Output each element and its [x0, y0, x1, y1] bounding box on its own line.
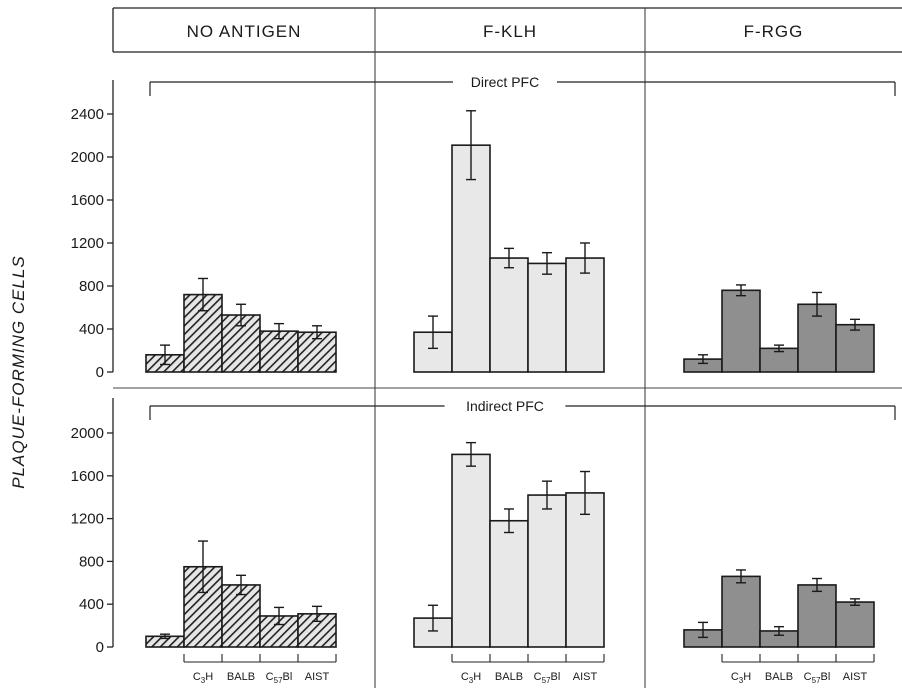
bar-light	[527, 494, 567, 648]
bar-dark	[721, 575, 761, 648]
group-headers: NO ANTIGEN F-KLH F-RGG	[187, 22, 804, 41]
y-axes: 0 400 800 1200 1600 2000 2400 0 400 800 1200 1600 20…	[71, 80, 114, 656]
bar-dark	[835, 601, 875, 648]
y-tick-label: 1600	[71, 192, 104, 209]
y-tick-label: 0	[96, 639, 104, 656]
panel-frame	[112, 7, 902, 688]
header-2: F-KLH	[483, 22, 537, 41]
bar-dark	[721, 289, 761, 373]
bar-light	[527, 262, 567, 373]
category-label: C3H	[731, 671, 751, 685]
bars	[145, 110, 875, 648]
panel-label-2: Indirect PFC	[466, 398, 544, 414]
y-axis-label: PLAQUE-FORMING CELLS	[9, 255, 28, 489]
category-label: AIST	[573, 671, 598, 683]
category-label: C57Bl	[266, 671, 293, 685]
y-tick-label: 1200	[71, 511, 104, 528]
header-1: NO ANTIGEN	[187, 22, 302, 41]
y-tick-label: 2000	[71, 425, 104, 442]
category-label: BALB	[765, 671, 793, 683]
y-tick-label: 800	[79, 553, 104, 570]
y-tick-label: 1200	[71, 235, 104, 252]
y-tick-label: 2400	[71, 106, 104, 123]
bar-light	[489, 519, 529, 648]
header-3: F-RGG	[744, 22, 804, 41]
category-label: C3H	[193, 671, 213, 685]
bar-light	[565, 492, 605, 648]
panel-brackets: Direct PFC Indirect PFC	[149, 74, 896, 420]
category-labels: C3H BALB C57Bl AIST C3H BALB C57Bl AIST C3H BALB C…	[183, 654, 875, 685]
bar-dark	[797, 584, 837, 648]
bar-dark	[835, 323, 875, 373]
y-tick-label: 0	[96, 364, 104, 381]
bar-light	[489, 257, 529, 373]
bar-light	[451, 144, 491, 373]
bar-light	[451, 453, 491, 648]
category-label: BALB	[227, 671, 255, 683]
panel-label-1: Direct PFC	[471, 74, 539, 90]
y-tick-label: 2000	[71, 149, 104, 166]
category-label: C3H	[461, 671, 481, 685]
y-tick-label: 1600	[71, 468, 104, 485]
category-label: AIST	[843, 671, 868, 683]
category-label: AIST	[305, 671, 330, 683]
y-tick-label: 400	[79, 321, 104, 338]
y-tick-label: 400	[79, 596, 104, 613]
bar-light	[565, 257, 605, 373]
category-label: C57Bl	[534, 671, 561, 685]
category-label: BALB	[495, 671, 523, 683]
y-tick-label: 800	[79, 278, 104, 295]
category-label: C57Bl	[804, 671, 831, 685]
